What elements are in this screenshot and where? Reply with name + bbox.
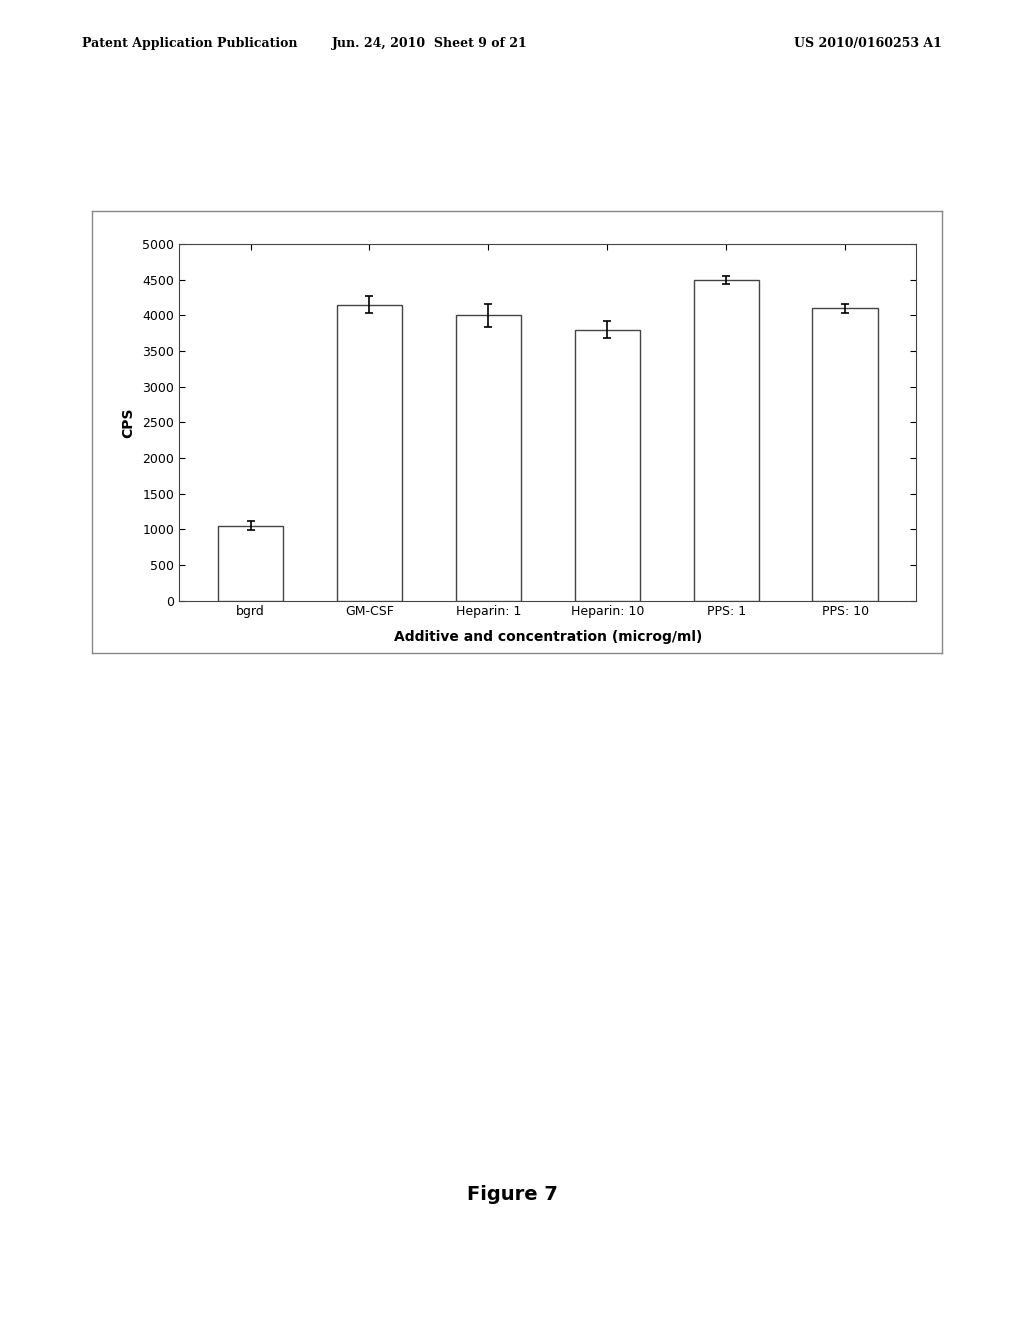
Bar	[693, 280, 759, 601]
Bar	[812, 309, 878, 601]
Bar	[574, 330, 640, 601]
Text: Jun. 24, 2010  Sheet 9 of 21: Jun. 24, 2010 Sheet 9 of 21	[332, 37, 528, 50]
Text: US 2010/0160253 A1: US 2010/0160253 A1	[795, 37, 942, 50]
X-axis label: Additive and concentration (microg/ml): Additive and concentration (microg/ml)	[393, 630, 702, 644]
Bar	[218, 525, 284, 601]
Bar	[456, 315, 521, 601]
Text: Patent Application Publication: Patent Application Publication	[82, 37, 297, 50]
Y-axis label: CPS: CPS	[122, 407, 135, 438]
Bar	[337, 305, 402, 601]
Text: Figure 7: Figure 7	[467, 1185, 557, 1204]
